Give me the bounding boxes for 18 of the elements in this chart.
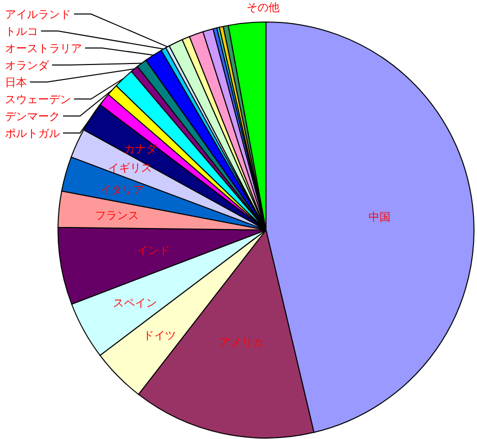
slice-label: ポルトガル xyxy=(5,127,60,140)
slice-label: オランダ xyxy=(5,59,50,72)
slice-label: スペイン xyxy=(112,296,157,310)
slice-label: アメリカ xyxy=(220,336,264,349)
slice-label: オーストラリア xyxy=(5,42,82,55)
slice-label: アイルランド xyxy=(5,8,71,21)
slice-label: フランス xyxy=(94,208,139,222)
slice-label: インド xyxy=(136,244,170,258)
slice-label: その他 xyxy=(246,0,280,14)
slice-label: カナダ xyxy=(124,142,158,156)
slice-label: ドイツ xyxy=(142,329,176,342)
slice-label: 中国 xyxy=(368,210,391,224)
slice-label: スウェーデン xyxy=(5,93,71,106)
slice-label: デンマーク xyxy=(5,110,60,123)
slice-label: イギリス xyxy=(108,162,152,175)
slice-label: トルコ xyxy=(5,25,38,38)
slice-label: イタリア xyxy=(100,184,144,197)
slice-label: 日本 xyxy=(5,76,27,89)
